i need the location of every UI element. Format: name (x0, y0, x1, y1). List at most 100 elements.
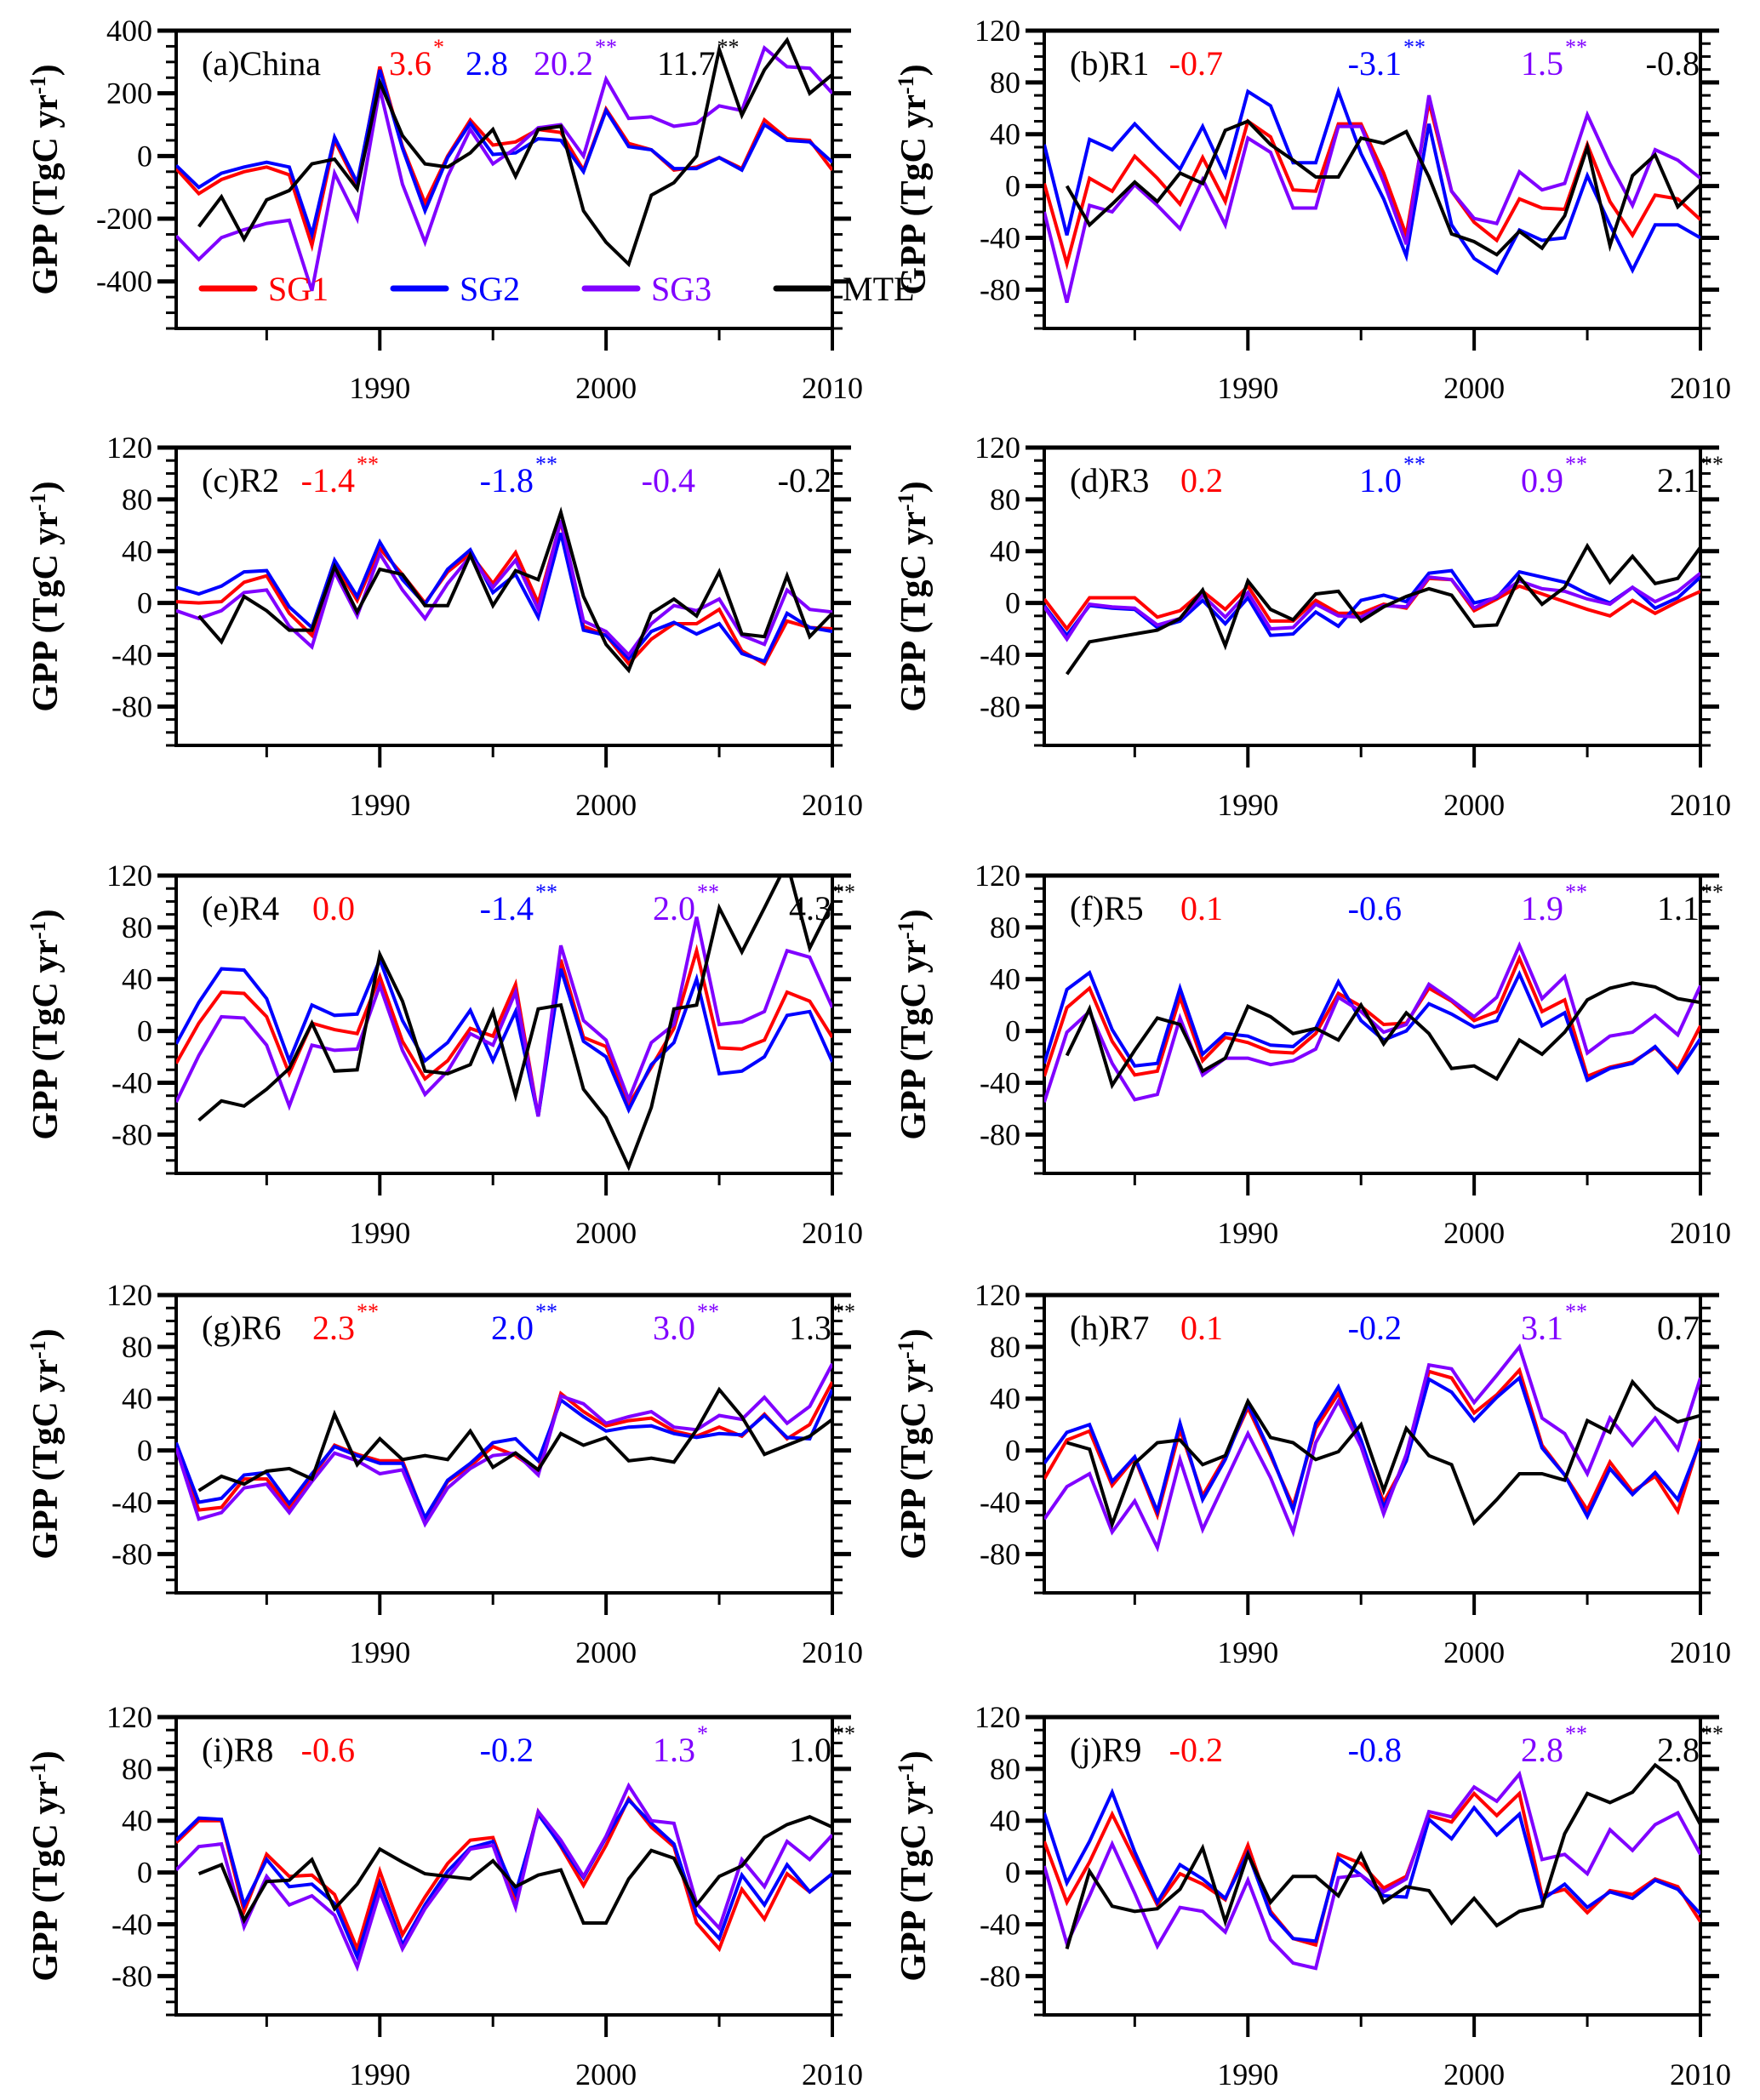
y-axis-label-sup: -1 (894, 76, 918, 94)
trend-significance-sg2: ** (535, 452, 557, 476)
x-tick-label: 1990 (349, 788, 410, 822)
y-tick-label: 0 (137, 1014, 152, 1048)
trend-value-sg2: -0.8 (1348, 1731, 1402, 1769)
trend-value-sg1: -0.2 (1169, 1731, 1223, 1769)
y-tick-label: 40 (122, 962, 152, 996)
legend-item-mte: MTE (773, 270, 914, 308)
trend-value-mte: 2.8 (1657, 1731, 1700, 1769)
y-axis-label: GPP (TgC yr-1) (894, 1750, 934, 1981)
y-tick-label: -80 (980, 1959, 1020, 1993)
y-tick-label: 120 (106, 859, 152, 893)
trend-value-sg2: -0.2 (480, 1731, 534, 1769)
y-tick-label: -40 (980, 220, 1020, 254)
trend-value-sg2: -0.6 (1348, 889, 1402, 927)
y-axis-label-main: GPP (TgC yr (894, 1359, 934, 1560)
y-tick-label: 80 (990, 1752, 1020, 1786)
series-line-mte (1065, 1762, 1700, 1949)
trend-value-sg2: -1.4 (480, 889, 534, 927)
trend-value-mte: -0.2 (778, 461, 831, 499)
legend-item-sg1: SG1 (198, 270, 329, 308)
y-tick-label: -80 (111, 1117, 152, 1151)
y-tick-label: 80 (122, 1752, 152, 1786)
series-line-mte (1066, 1378, 1700, 1530)
x-tick-label: 1990 (349, 1216, 410, 1250)
y-tick-label: 0 (1005, 586, 1020, 620)
series-line-mte (1065, 981, 1700, 1090)
y-axis-label-main: GPP (TgC yr (894, 1781, 934, 1982)
panel-9: 120 80 40 0 -40 -80 1990 2000 2010 GPP (TgC yr-1)… (26, 1700, 864, 2091)
y-tick-label: 80 (990, 1330, 1020, 1364)
trend-value-sg3: 2.8 (1521, 1731, 1563, 1769)
y-axis-label-main: GPP (TgC yr (894, 94, 934, 295)
trend-value-sg3: 3.1 (1521, 1309, 1563, 1347)
y-tick-label: 80 (122, 482, 152, 516)
y-tick-label: 0 (1005, 1434, 1020, 1468)
legend-item-sg3: SG3 (581, 270, 711, 308)
y-tick-label: 40 (122, 1382, 152, 1416)
panel-10: 120 80 40 0 -40 -80 1990 2000 2010 GPP (TgC yr-1)… (894, 1700, 1732, 2091)
trend-value-mte: 1.3 (789, 1309, 831, 1347)
y-tick-label: 40 (122, 534, 152, 568)
y-axis-label-close: ) (26, 909, 66, 921)
y-axis-label-close: ) (894, 909, 934, 921)
trend-value-sg3: 0.9 (1521, 461, 1563, 499)
y-axis-label-sup: -1 (894, 1340, 918, 1359)
y-axis-label-main: GPP (TgC yr (26, 1359, 66, 1560)
series-line-sg2 (176, 1797, 832, 1962)
y-tick-label: 120 (106, 1278, 152, 1312)
panel-title: (e)R4 (202, 889, 279, 927)
y-tick-label: 0 (1005, 169, 1020, 203)
series-line-sg3 (1044, 1770, 1700, 1971)
y-axis-label: GPP (TgC yr-1) (894, 1328, 934, 1559)
y-axis-label-close: ) (26, 1328, 66, 1340)
trend-value-sg3: 1.5 (1521, 44, 1563, 83)
panel-title: (i)R8 (202, 1731, 273, 1769)
trend-value-mte: 4.3 (789, 889, 831, 927)
y-tick-label: -40 (980, 1065, 1020, 1099)
trend-value-sg2: 2.0 (491, 1309, 534, 1347)
y-tick-label: -80 (980, 272, 1020, 306)
trend-value-sg2: -1.8 (480, 461, 534, 499)
x-tick-label: 1990 (1217, 371, 1278, 405)
trend-significance-sg1: ** (357, 452, 379, 476)
y-axis-label-close: ) (26, 481, 66, 493)
series-group (176, 1362, 832, 1528)
y-axis-label-sup: -1 (26, 921, 50, 939)
trend-value-sg3: 1.9 (1521, 889, 1563, 927)
series-line-sg3 (176, 519, 832, 658)
y-axis-label-close: ) (894, 1328, 934, 1340)
series-group (1044, 542, 1700, 676)
x-tick-label: 1990 (1217, 1216, 1278, 1250)
trend-value-sg2: 1.0 (1359, 461, 1402, 499)
y-axis-label-main: GPP (TgC yr (26, 939, 66, 1140)
series-line-mte (197, 37, 832, 268)
x-tick-label: 2010 (1670, 2057, 1731, 2091)
y-tick-label: 0 (137, 1434, 152, 1468)
x-tick-label: 1990 (1217, 2057, 1278, 2091)
trend-significance-mte: ** (1701, 1721, 1723, 1746)
series-line-sg1 (176, 944, 832, 1117)
y-tick-label: -40 (111, 1907, 152, 1941)
y-tick-label: -40 (980, 1485, 1020, 1519)
series-line-sg1 (1044, 101, 1700, 271)
y-tick-label: -80 (111, 1959, 152, 1993)
y-tick-label: 120 (974, 1700, 1020, 1734)
y-axis-label: GPP (TgC yr-1) (26, 481, 66, 711)
x-tick-label: 2000 (1443, 788, 1505, 822)
y-tick-label: 120 (974, 431, 1020, 465)
trend-value-sg1: -0.6 (301, 1731, 355, 1769)
panel-5: 120 80 40 0 -40 -80 1990 2000 2010 GPP (TgC yr-1)… (26, 859, 864, 1250)
y-tick-label: -40 (111, 1065, 152, 1099)
trend-value-mte: 1.0 (789, 1731, 831, 1769)
trend-significance-sg3: ** (595, 35, 617, 60)
trend-significance-sg3: ** (697, 1299, 719, 1324)
trend-significance-sg2: ** (535, 1299, 557, 1324)
trend-value-sg1: 2.3 (312, 1309, 355, 1347)
trend-significance-sg1: * (433, 35, 444, 60)
y-tick-label: 0 (137, 1856, 152, 1890)
trend-significance-sg3: ** (1565, 35, 1587, 60)
trend-significance-mte: ** (717, 35, 740, 60)
y-axis-label-close: ) (26, 1750, 66, 1762)
trend-significance-sg2: ** (535, 880, 557, 904)
y-tick-label: 0 (137, 139, 152, 173)
